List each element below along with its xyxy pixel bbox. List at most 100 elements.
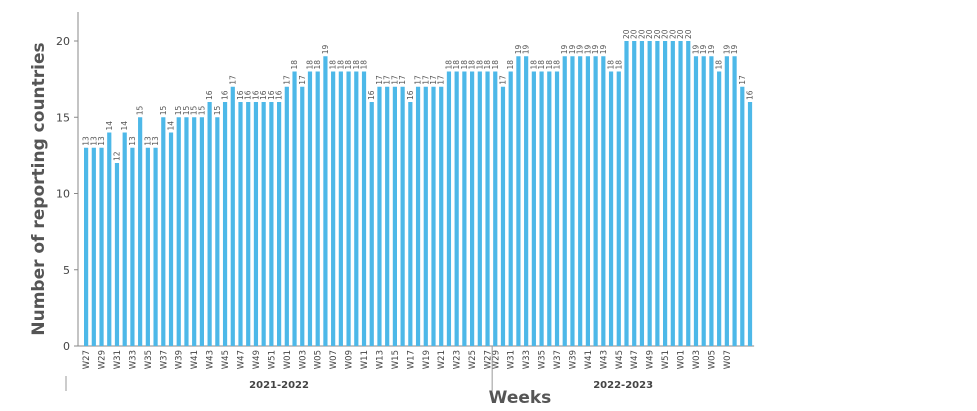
bar [585, 56, 590, 346]
x-tick-label: W03 [692, 350, 702, 369]
bar [500, 86, 506, 346]
bar [724, 56, 729, 346]
data-label: 18 [553, 60, 562, 70]
data-label: 18 [529, 60, 538, 70]
x-tick-label: W21 [437, 350, 447, 369]
x-tick-label: W01 [283, 350, 293, 369]
bar [192, 117, 197, 346]
x-tick-label: W41 [584, 350, 594, 369]
data-label: 18 [607, 60, 616, 70]
data-label: 18 [360, 60, 369, 70]
bar [300, 86, 305, 346]
x-tick-label: W27 [82, 350, 92, 369]
data-label: 18 [336, 60, 345, 70]
season-label: 2021-2022 [249, 380, 309, 391]
data-label: 18 [460, 60, 469, 70]
bar [377, 86, 382, 346]
x-tick-label: W37 [553, 350, 563, 369]
x-tick-label: W29 [98, 350, 108, 369]
data-label: 13 [97, 136, 106, 146]
x-tick-label: W45 [615, 350, 625, 369]
x-tick-label: W51 [267, 350, 277, 369]
bar [230, 86, 235, 346]
bar [647, 41, 652, 346]
x-tick-label: W47 [630, 350, 640, 369]
x-tick-label: W51 [661, 350, 671, 369]
data-label: 18 [468, 60, 477, 70]
data-label: 16 [267, 90, 276, 100]
data-label: 16 [259, 90, 268, 100]
bar [392, 86, 397, 346]
x-axis-label: Weeks [489, 388, 552, 408]
bar [284, 86, 289, 346]
bar [91, 147, 96, 346]
bars [84, 41, 753, 346]
bar [632, 41, 637, 346]
data-label: 13 [128, 136, 137, 146]
bar [408, 102, 413, 346]
data-label: 16 [244, 90, 253, 100]
bar [361, 71, 367, 346]
bar [114, 163, 120, 346]
bar [678, 41, 683, 346]
bar [207, 102, 212, 346]
bar [524, 56, 529, 346]
x-tick-label: W11 [360, 350, 370, 369]
data-label: 16 [275, 90, 284, 100]
data-label: 18 [491, 60, 500, 70]
x-tick-label: W43 [206, 350, 216, 369]
bar [693, 56, 699, 346]
data-label: 16 [406, 90, 415, 100]
data-label: 16 [367, 90, 376, 100]
bar [570, 56, 575, 346]
bar [277, 102, 282, 346]
bar [269, 102, 274, 346]
data-label: 12 [112, 151, 121, 161]
data-label: 20 [653, 29, 662, 39]
data-label: 20 [676, 29, 685, 39]
bar [215, 117, 220, 346]
data-label: 18 [344, 60, 353, 70]
data-label: 15 [197, 105, 206, 115]
bar [470, 71, 475, 346]
data-label: 14 [167, 121, 176, 131]
bar [253, 102, 259, 346]
bar [354, 71, 359, 346]
data-labels: 1313131412141315131315141515151516151617… [82, 29, 755, 161]
bar [153, 147, 158, 346]
bar [516, 56, 521, 346]
y-axis-label: Number of reporting countries [29, 42, 49, 335]
data-label: 17 [421, 75, 430, 85]
bar [740, 86, 745, 346]
bar [485, 71, 490, 346]
data-label: 15 [182, 105, 191, 115]
data-label: 20 [645, 29, 654, 39]
data-label: 17 [282, 75, 291, 85]
data-label: 17 [738, 75, 747, 85]
bar [686, 41, 691, 346]
x-tick-label: W33 [128, 350, 138, 369]
bar [477, 71, 482, 346]
x-tick-label: W43 [599, 350, 609, 369]
data-label: 16 [205, 90, 214, 100]
x-tick-label: W07 [329, 350, 339, 369]
bar [578, 56, 583, 346]
bar [539, 71, 544, 346]
data-label: 15 [174, 105, 183, 115]
data-label: 19 [522, 44, 531, 54]
bar [369, 102, 374, 346]
x-tick-label: W45 [221, 350, 231, 369]
bar [655, 41, 660, 346]
data-label: 17 [398, 75, 407, 85]
data-label: 16 [236, 90, 245, 100]
data-label: 17 [429, 75, 438, 85]
bar [593, 56, 598, 346]
x-tick-label: W27 [484, 350, 494, 369]
bar [292, 71, 297, 346]
data-label: 14 [105, 121, 114, 131]
data-label: 18 [715, 60, 724, 70]
x-tick-label: W05 [314, 350, 324, 369]
bar [663, 41, 668, 346]
x-tick-label: W17 [406, 350, 416, 369]
